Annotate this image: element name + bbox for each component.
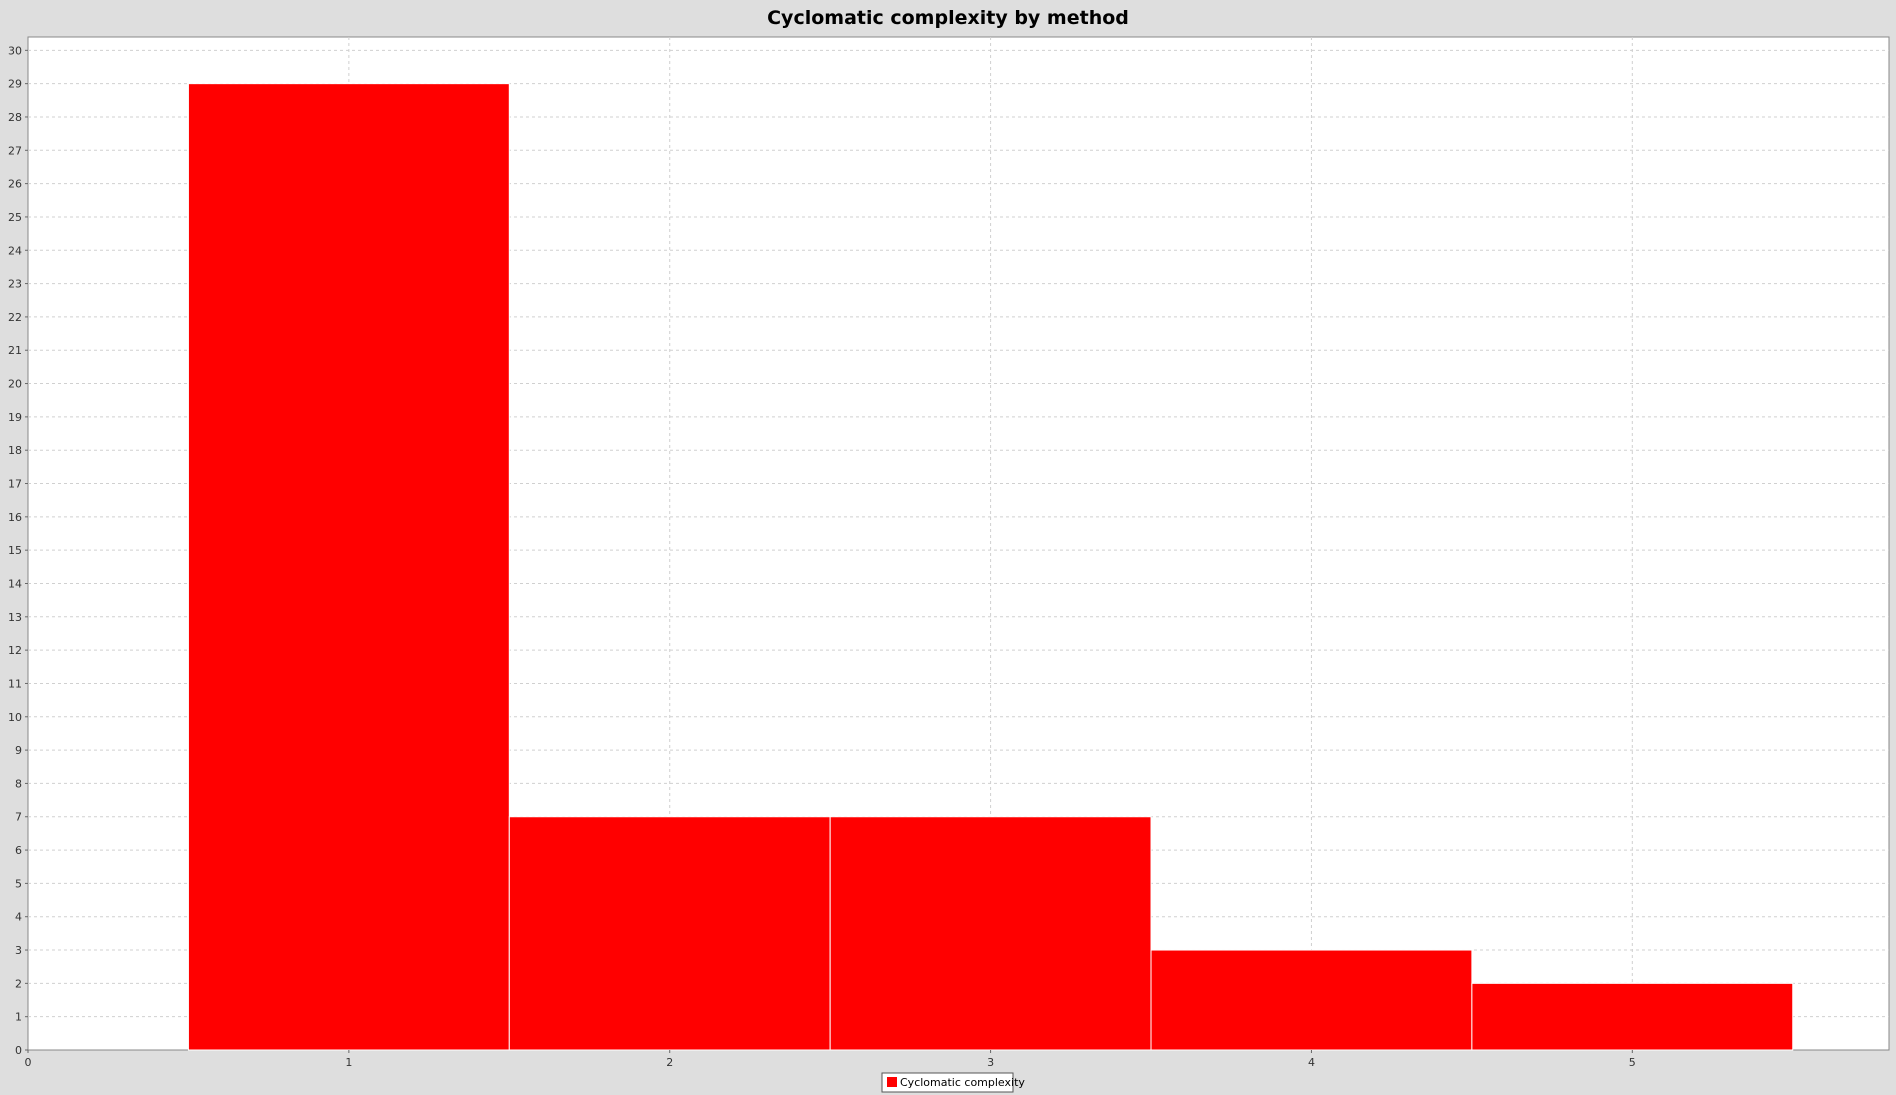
y-tick-label: 28 [8, 111, 22, 124]
x-tick-label: 4 [1308, 1056, 1315, 1069]
y-tick-label: 29 [8, 78, 22, 91]
bar [829, 816, 1152, 1051]
y-tick-label: 3 [15, 944, 22, 957]
y-tick-label: 6 [15, 844, 22, 857]
y-tick-label: 16 [8, 511, 22, 524]
legend-label: Cyclomatic complexity [900, 1076, 1025, 1089]
y-tick-label: 7 [15, 811, 22, 824]
x-tick-label: 5 [1629, 1056, 1636, 1069]
y-tick-label: 9 [15, 744, 22, 757]
x-tick-label: 2 [666, 1056, 673, 1069]
chart-title: Cyclomatic complexity by method [767, 7, 1129, 29]
y-tick-label: 10 [8, 711, 22, 724]
y-tick-label: 20 [8, 378, 22, 391]
y-tick-label: 17 [8, 478, 22, 491]
y-tick-label: 11 [8, 677, 22, 690]
y-tick-label: 15 [8, 544, 22, 557]
legend-swatch [887, 1077, 897, 1087]
y-tick-label: 26 [8, 178, 22, 191]
y-tick-label: 21 [8, 344, 22, 357]
y-tick-label: 30 [8, 44, 22, 57]
x-tick-label: 0 [25, 1056, 32, 1069]
bars [187, 83, 1794, 1051]
legend-box [881, 1072, 1014, 1093]
bar [187, 83, 510, 1051]
y-tick-label: 27 [8, 144, 22, 157]
y-tick-label: 19 [8, 411, 22, 424]
y-tick-label: 12 [8, 644, 22, 657]
bar [1150, 949, 1473, 1051]
y-tick-label: 14 [8, 577, 22, 590]
y-tick-label: 8 [15, 777, 22, 790]
y-tick-label: 23 [8, 278, 22, 291]
legend: Cyclomatic complexity [881, 1072, 1025, 1093]
y-tick-label: 1 [15, 1011, 22, 1024]
x-axis: 0 1 2 3 4 5 [25, 1050, 1636, 1069]
bar [508, 816, 831, 1051]
y-tick-label: 4 [15, 911, 22, 924]
x-tick-label: 1 [345, 1056, 352, 1069]
x-tick-label: 3 [987, 1056, 994, 1069]
y-tick-label: 13 [8, 611, 22, 624]
y-tick-label: 24 [8, 244, 22, 257]
y-tick-label: 18 [8, 444, 22, 457]
y-tick-label: 2 [15, 977, 22, 990]
y-tick-label: 5 [15, 877, 22, 890]
y-tick-label: 22 [8, 311, 22, 324]
y-tick-label: 0 [15, 1044, 22, 1057]
y-tick-label: 25 [8, 211, 22, 224]
y-axis: 0123456789101112131415161718192021222324… [8, 44, 28, 1057]
bar [1471, 982, 1794, 1051]
